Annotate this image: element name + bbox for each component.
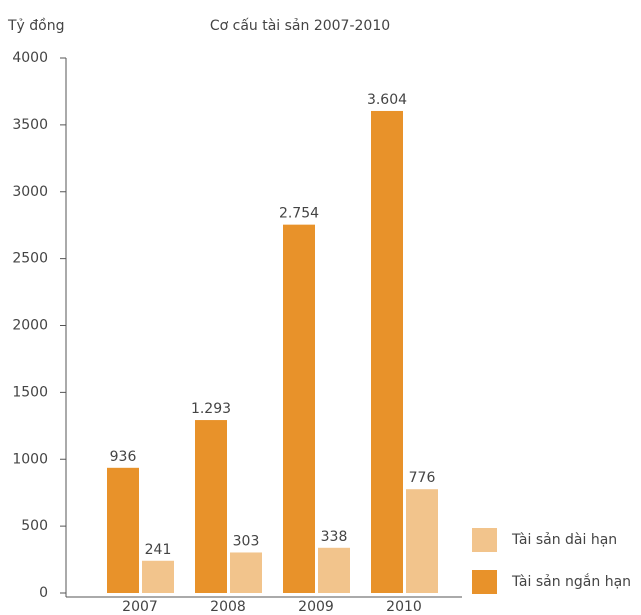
y-tick-label: 3500 xyxy=(12,117,48,133)
y-tick-label: 4000 xyxy=(12,50,48,66)
y-tick-label: 3000 xyxy=(12,184,48,200)
bar xyxy=(230,552,262,593)
value-label: 2.754 xyxy=(279,206,319,222)
value-label: 241 xyxy=(145,542,172,558)
y-tick-label: 1000 xyxy=(12,451,48,467)
y-tick-label: 500 xyxy=(21,518,48,534)
legend-swatch xyxy=(472,570,497,594)
x-tick-label: 2010 xyxy=(386,599,422,615)
value-label: 3.604 xyxy=(367,92,407,108)
x-tick-label: 2007 xyxy=(122,599,158,615)
legend-swatch xyxy=(472,528,497,552)
value-label: 303 xyxy=(233,533,260,549)
x-tick-label: 2009 xyxy=(298,599,334,615)
legend-label: Tài sản dài hạn xyxy=(511,532,617,548)
bar xyxy=(406,489,438,593)
bar xyxy=(107,467,139,593)
value-label: 776 xyxy=(409,470,436,486)
bar xyxy=(371,110,403,593)
bar xyxy=(195,420,227,593)
y-tick-label: 2500 xyxy=(12,251,48,267)
value-label: 936 xyxy=(110,449,137,465)
bar xyxy=(318,547,350,593)
bar xyxy=(283,224,315,593)
value-label: 1.293 xyxy=(191,401,231,417)
y-tick-label: 2000 xyxy=(12,318,48,334)
y-tick-label: 0 xyxy=(39,585,48,601)
value-label: 338 xyxy=(321,529,348,545)
y-tick-label: 1500 xyxy=(12,384,48,400)
y-axis-label: Tỷ đồng xyxy=(7,17,65,34)
chart-title: Cơ cấu tài sản 2007-2010 xyxy=(210,18,390,34)
bar xyxy=(142,560,174,593)
legend-label: Tài sản ngắn hạn xyxy=(511,573,631,590)
x-tick-label: 2008 xyxy=(210,599,246,615)
